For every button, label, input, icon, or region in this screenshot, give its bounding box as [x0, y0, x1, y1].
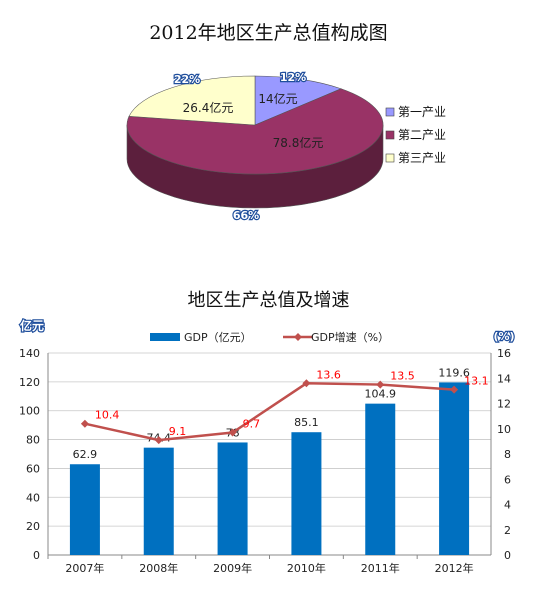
pie-value-label: 78.8亿元 — [273, 135, 324, 150]
legend-marker-growth — [294, 333, 302, 341]
pie-percent-label: 66% — [233, 209, 259, 222]
gdp-bar-label: 119.6 — [438, 366, 470, 379]
pie-percent-label: 12% — [280, 71, 306, 84]
growth-marker — [302, 379, 311, 388]
y2-axis-title: (%) — [493, 330, 514, 343]
growth-label: 10.4 — [95, 409, 120, 422]
pie-slice-3 — [128, 75, 256, 126]
growth-label: 9.7 — [243, 418, 260, 431]
legend-label-gdp: GDP（亿元） — [184, 331, 252, 344]
legend-label: 第三产业 — [398, 151, 446, 165]
legend-label: 第一产业 — [398, 105, 446, 119]
gdp-bar — [365, 403, 396, 555]
growth-marker — [376, 380, 385, 389]
legend-swatch — [385, 153, 395, 163]
gdp-bar — [291, 432, 322, 555]
y-tick-label: 100 — [19, 405, 40, 418]
x-tick-label: 2009年 — [213, 561, 252, 575]
pie-value-label: 14亿元 — [258, 91, 297, 106]
y-tick-label: 140 — [19, 347, 40, 360]
growth-label: 13.5 — [390, 370, 415, 383]
x-tick-label: 2010年 — [287, 561, 326, 575]
y-tick-label: 60 — [26, 462, 40, 475]
growth-label: 13.6 — [316, 368, 341, 381]
y2-tick-label: 4 — [504, 499, 511, 512]
x-tick-label: 2012年 — [435, 561, 474, 575]
y2-tick-label: 12 — [497, 398, 511, 411]
bar-chart-title: 地区生产总值及增速 — [187, 290, 350, 311]
pie-chart-title: 2012年地区生产总值构成图 — [149, 22, 388, 44]
y-tick-label: 120 — [19, 376, 40, 389]
y-tick-label: 80 — [26, 434, 40, 447]
legend-label: 第二产业 — [398, 128, 446, 142]
growth-label: 13.1 — [464, 375, 489, 388]
growth-marker — [80, 419, 89, 428]
pie-value-label: 26.4亿元 — [183, 100, 234, 115]
y2-tick-label: 0 — [504, 549, 511, 562]
legend-swatch-gdp — [150, 333, 180, 341]
growth-marker — [450, 385, 459, 394]
gdp-bar — [439, 382, 470, 555]
pie-percent-label: 22% — [174, 73, 200, 86]
x-tick-label: 2011年 — [361, 561, 400, 575]
growth-marker — [154, 436, 163, 445]
y-tick-label: 40 — [26, 491, 40, 504]
gdp-bar-label: 85.1 — [294, 416, 319, 429]
y2-tick-label: 2 — [504, 524, 511, 537]
x-tick-label: 2007年 — [65, 561, 104, 575]
y2-tick-label: 14 — [497, 372, 511, 385]
legend-swatch — [385, 130, 395, 140]
pie-slice-1 — [254, 75, 342, 126]
growth-line — [84, 382, 455, 442]
legend-swatch — [385, 107, 395, 117]
y2-tick-label: 8 — [504, 448, 511, 461]
y2-tick-label: 10 — [497, 423, 511, 436]
y2-tick-label: 6 — [504, 473, 511, 486]
legend-label-growth: GDP增速（%） — [311, 330, 389, 344]
gdp-bar-label: 104.9 — [365, 388, 397, 401]
y-tick-label: 20 — [26, 520, 40, 533]
bar-line-chart: 0 20 40 60 80 100 120 140 0 2 4 6 8 10 12 14 16 亿元 (%) 62.9… — [19, 317, 516, 575]
y-tick-label: 0 — [33, 549, 40, 562]
growth-marker — [228, 428, 237, 437]
y2-tick-label: 16 — [497, 347, 511, 360]
x-tick-label: 2008年 — [139, 561, 178, 575]
gdp-bar-label: 62.9 — [73, 448, 98, 461]
pie-slice-2 — [126, 88, 384, 175]
gdp-bar — [217, 442, 248, 555]
gdp-bar — [143, 447, 174, 555]
y-axis-title: 亿元 — [20, 318, 44, 333]
growth-label: 9.1 — [169, 425, 187, 438]
gdp-bar — [69, 464, 100, 555]
